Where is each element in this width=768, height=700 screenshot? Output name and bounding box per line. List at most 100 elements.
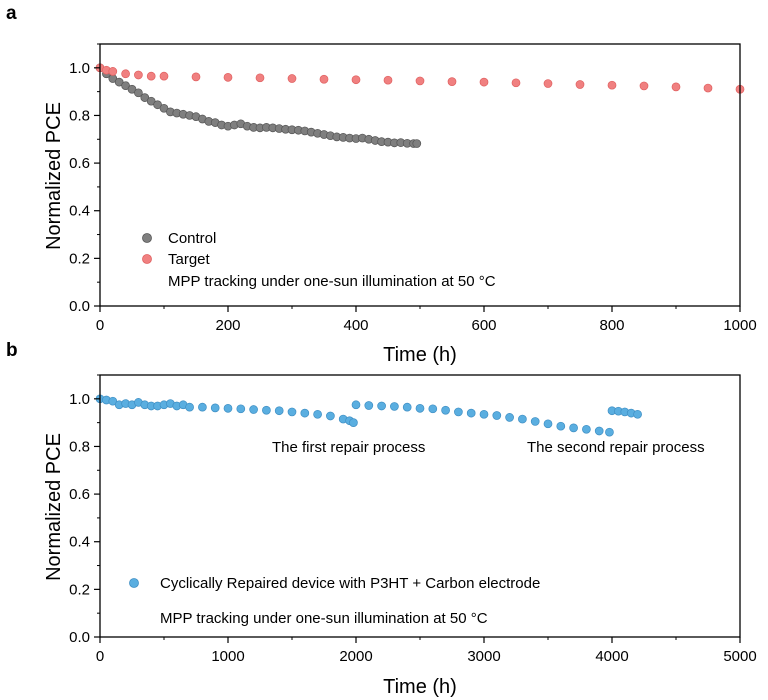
panel-a-legend: Control Target bbox=[142, 230, 216, 268]
panel-a-conditions-annotation: MPP tracking under one-sun illumination … bbox=[168, 273, 496, 290]
panel-b-series-0-point bbox=[249, 405, 258, 414]
panel-a-plot: 0 200 400 600 800 1000 0.0 0.2 0.4 0.6 0.8 1.0 Time… bbox=[43, 43, 757, 366]
panel-b-series-0-point bbox=[198, 402, 207, 412]
panel-a-y-tick-label: 0.0 bbox=[69, 298, 90, 315]
legend-label-target: Target bbox=[168, 251, 211, 268]
panel-b-series-0-point bbox=[633, 409, 642, 419]
panel-a-series-1-point bbox=[108, 67, 118, 76]
panel-a-series-1-point bbox=[223, 72, 233, 82]
panel-b-series-0-point bbox=[210, 403, 220, 413]
panel-b-y-axis-label: Normalized PCE bbox=[43, 433, 65, 581]
panel-b-y-tick-label: 0.4 bbox=[69, 534, 90, 551]
panel-b-series-0-point bbox=[262, 405, 271, 415]
panel-a-series-1-point bbox=[671, 82, 681, 92]
panel-a-y-tick-label: 0.8 bbox=[69, 107, 90, 124]
panel-a-x-tick-label: 600 bbox=[471, 317, 496, 334]
panel-a-series-1-point bbox=[543, 79, 553, 88]
panel-b-series-0-point bbox=[556, 421, 566, 431]
panel-b-x-tick-label: 1000 bbox=[211, 648, 244, 665]
panel-b-series-0-point bbox=[479, 409, 489, 419]
panel-b-series-0-point bbox=[518, 414, 527, 424]
panel-a-axes: 0 200 400 600 800 1000 0.0 0.2 0.4 0.6 0.8 1.0 bbox=[69, 43, 757, 334]
panel-a-series-1-point bbox=[383, 75, 393, 85]
panel-a-y-tick-label: 1.0 bbox=[69, 60, 90, 77]
panel-a-series-1-point bbox=[159, 71, 169, 81]
panel-b-y-tick-label: 0.6 bbox=[69, 486, 90, 503]
panel-a-series-1-point bbox=[121, 69, 130, 79]
panel-b-y-tick-label: 0.0 bbox=[69, 629, 90, 646]
panel-a-series-1-point bbox=[415, 76, 425, 86]
panel-b-series-0-point bbox=[287, 407, 297, 417]
panel-a-x-tick-label: 800 bbox=[599, 317, 624, 334]
panel-a-x-axis-label: Time (h) bbox=[383, 344, 457, 366]
legend-marker-control bbox=[142, 233, 152, 243]
panel-b-marks bbox=[95, 394, 642, 437]
panel-b-legend: Cyclically Repaired device with P3HT + C… bbox=[129, 575, 540, 592]
panel-b-series-0-point bbox=[364, 401, 374, 410]
panel-b-series-0-point bbox=[492, 411, 502, 420]
panel-a-series-1-point bbox=[191, 72, 201, 82]
panel-b-plot-frame bbox=[99, 374, 741, 638]
panel-a-series-1-point bbox=[639, 81, 649, 91]
panel-b-series-0-point bbox=[605, 427, 614, 437]
panel-a-x-tick-label: 1000 bbox=[723, 317, 756, 334]
panel-b-series-0-point bbox=[569, 423, 578, 433]
legend-label-control: Control bbox=[168, 230, 216, 247]
panel-a-series-1-point bbox=[607, 80, 617, 90]
panel-b-series-0-point bbox=[530, 417, 540, 426]
first-repair-annotation: The first repair process bbox=[272, 439, 425, 456]
panel-a-series-1-point bbox=[575, 80, 585, 89]
panel-b-series-0-point bbox=[402, 402, 412, 412]
second-repair-annotation: The second repair process bbox=[527, 439, 705, 456]
panel-b-series-0-point bbox=[582, 424, 591, 434]
panel-a-series-1-point bbox=[255, 73, 265, 83]
panel-b-x-tick-label: 0 bbox=[96, 648, 104, 665]
panel-b-series-0-point bbox=[454, 407, 463, 417]
legend-marker-target bbox=[142, 254, 152, 264]
panel-b-series-0-point bbox=[313, 409, 322, 419]
panel-b-series-0-point bbox=[390, 402, 399, 411]
panel-b-series-0-point bbox=[594, 426, 604, 436]
panel-a-series-1-point bbox=[146, 71, 156, 81]
legend-label-cyclically-repaired: Cyclically Repaired device with P3HT + C… bbox=[160, 575, 540, 592]
panel-b-series-0-point bbox=[236, 404, 246, 414]
panel-b-series-0-point bbox=[428, 404, 438, 414]
panel-a-series-1-point bbox=[319, 74, 329, 84]
panel-a-x-tick-label: 400 bbox=[343, 317, 368, 334]
panel-b-y-tick-label: 0.8 bbox=[69, 438, 90, 455]
panel-b-series-0-point bbox=[441, 405, 450, 415]
panel-b-series-0-point bbox=[326, 411, 335, 421]
panel-b-y-tick-label: 1.0 bbox=[69, 391, 90, 408]
panel-a-series-1-point bbox=[447, 77, 457, 86]
panel-a-series-1-point bbox=[511, 78, 521, 88]
panel-b-series-0-point bbox=[349, 418, 358, 427]
panel-b-series-0-point bbox=[185, 402, 194, 412]
panel-a-y-axis-label: Normalized PCE bbox=[43, 102, 65, 250]
panel-a-x-tick-label: 0 bbox=[96, 317, 104, 334]
panel-a-series-1-point bbox=[287, 74, 297, 83]
panel-a-y-tick-label: 0.2 bbox=[69, 250, 90, 267]
panel-b-x-tick-label: 4000 bbox=[595, 648, 628, 665]
panel-a-x-tick-label: 200 bbox=[215, 317, 240, 334]
panel-b-y-tick-label: 0.2 bbox=[69, 581, 90, 598]
panel-b-series-0-point bbox=[223, 403, 233, 413]
panel-b-series-0-point bbox=[415, 403, 425, 413]
panel-a-series-1-point bbox=[703, 83, 713, 93]
panel-b-series-0-point bbox=[543, 419, 553, 429]
panel-b-x-tick-label: 2000 bbox=[339, 648, 372, 665]
panel-b-series-0-point bbox=[377, 401, 386, 411]
panel-b-x-tick-label: 5000 bbox=[723, 648, 756, 665]
panel-letter-b: b bbox=[6, 340, 18, 361]
legend-marker-cyclically-repaired bbox=[129, 578, 139, 588]
panel-b-series-0-point bbox=[351, 400, 361, 410]
panel-b-x-axis-label: Time (h) bbox=[383, 676, 457, 698]
panel-a-series-0-point bbox=[412, 139, 422, 148]
panel-b-series-0-point bbox=[300, 408, 310, 418]
panel-b-series-0-point bbox=[505, 413, 514, 422]
panel-b-plot: 0 1000 2000 3000 4000 50000.00.20.40.60.81.0 … bbox=[43, 374, 757, 698]
panel-b-series-0-point bbox=[274, 406, 284, 416]
panel-a-series-1-point bbox=[479, 77, 489, 87]
panel-a-series-1-point bbox=[134, 70, 143, 80]
panel-a-series-0-point bbox=[134, 88, 143, 98]
